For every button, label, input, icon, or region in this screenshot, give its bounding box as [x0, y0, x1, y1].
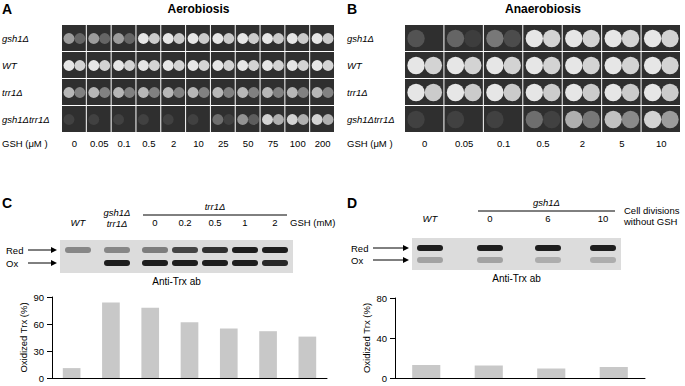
svg-text:0: 0: [72, 138, 77, 149]
svg-text:10: 10: [193, 138, 204, 149]
svg-text:gsh1Δtrr1Δ: gsh1Δtrr1Δ: [2, 114, 50, 125]
svg-text:Oxidized Trx (%): Oxidized Trx (%): [361, 303, 372, 373]
svg-text:0: 0: [487, 213, 492, 224]
svg-text:60: 60: [33, 319, 44, 330]
svg-text:80: 80: [376, 293, 387, 304]
svg-text:90: 90: [33, 292, 44, 303]
svg-text:10: 10: [598, 213, 609, 224]
svg-text:gsh1Δ: gsh1Δ: [104, 207, 131, 218]
svg-text:50: 50: [243, 138, 254, 149]
svg-text:trr1Δ: trr1Δ: [347, 87, 368, 98]
svg-text:D: D: [347, 195, 357, 211]
svg-text:40: 40: [376, 333, 387, 344]
svg-text:GSH (μM ): GSH (μM ): [2, 138, 48, 149]
svg-text:0: 0: [39, 373, 44, 384]
svg-text:C: C: [2, 195, 12, 211]
svg-text:gsh1Δ: gsh1Δ: [2, 33, 29, 44]
svg-text:0.2: 0.2: [178, 217, 191, 228]
svg-text:GSH (μM ): GSH (μM ): [347, 138, 393, 149]
svg-text:100: 100: [290, 138, 306, 149]
svg-text:WT: WT: [2, 60, 18, 71]
svg-text:10: 10: [656, 138, 667, 149]
svg-text:Anti-Trx ab: Anti-Trx ab: [152, 276, 201, 287]
svg-text:Anti-Trx ab: Anti-Trx ab: [492, 273, 541, 284]
svg-text:5: 5: [619, 138, 624, 149]
svg-text:WT: WT: [423, 213, 439, 224]
svg-text:Aerobiosis: Aerobiosis: [167, 2, 229, 16]
svg-text:Ox: Ox: [351, 255, 363, 266]
svg-text:6: 6: [545, 213, 550, 224]
svg-text:0: 0: [152, 217, 157, 228]
svg-text:GSH (mM): GSH (mM): [290, 217, 335, 228]
svg-text:Anaerobiosis: Anaerobiosis: [505, 2, 581, 16]
svg-text:Red: Red: [351, 243, 368, 254]
svg-text:without GSH: without GSH: [623, 216, 677, 227]
svg-text:Cell divisions: Cell divisions: [624, 205, 680, 216]
svg-text:0: 0: [422, 138, 427, 149]
svg-text:75: 75: [268, 138, 279, 149]
svg-text:25: 25: [218, 138, 229, 149]
svg-text:WT: WT: [71, 217, 87, 228]
svg-text:0: 0: [382, 373, 387, 384]
svg-text:0.5: 0.5: [142, 138, 155, 149]
svg-text:2: 2: [272, 217, 277, 228]
svg-text:trr1Δ: trr1Δ: [2, 87, 23, 98]
svg-text:trr1Δ: trr1Δ: [205, 201, 226, 212]
svg-text:2: 2: [580, 138, 585, 149]
svg-text:trr1Δ: trr1Δ: [107, 218, 128, 229]
svg-text:2: 2: [171, 138, 176, 149]
svg-text:0.5: 0.5: [536, 138, 549, 149]
svg-text:WT: WT: [347, 60, 363, 71]
svg-text:Oxidized Trx (%): Oxidized Trx (%): [18, 302, 29, 372]
svg-text:0.1: 0.1: [497, 138, 510, 149]
svg-text:0.05: 0.05: [455, 138, 474, 149]
svg-text:200: 200: [315, 138, 331, 149]
svg-text:Red: Red: [6, 245, 23, 256]
svg-text:gsh1Δ: gsh1Δ: [533, 197, 560, 208]
svg-text:30: 30: [33, 346, 44, 357]
svg-text:0.1: 0.1: [117, 138, 130, 149]
svg-text:A: A: [2, 1, 12, 17]
svg-text:0.5: 0.5: [208, 217, 221, 228]
svg-text:Ox: Ox: [6, 258, 18, 269]
svg-text:B: B: [347, 1, 357, 17]
svg-text:0.05: 0.05: [90, 138, 109, 149]
svg-text:gsh1Δtrr1Δ: gsh1Δtrr1Δ: [347, 114, 395, 125]
svg-text:gsh1Δ: gsh1Δ: [347, 33, 374, 44]
svg-text:1: 1: [242, 217, 247, 228]
